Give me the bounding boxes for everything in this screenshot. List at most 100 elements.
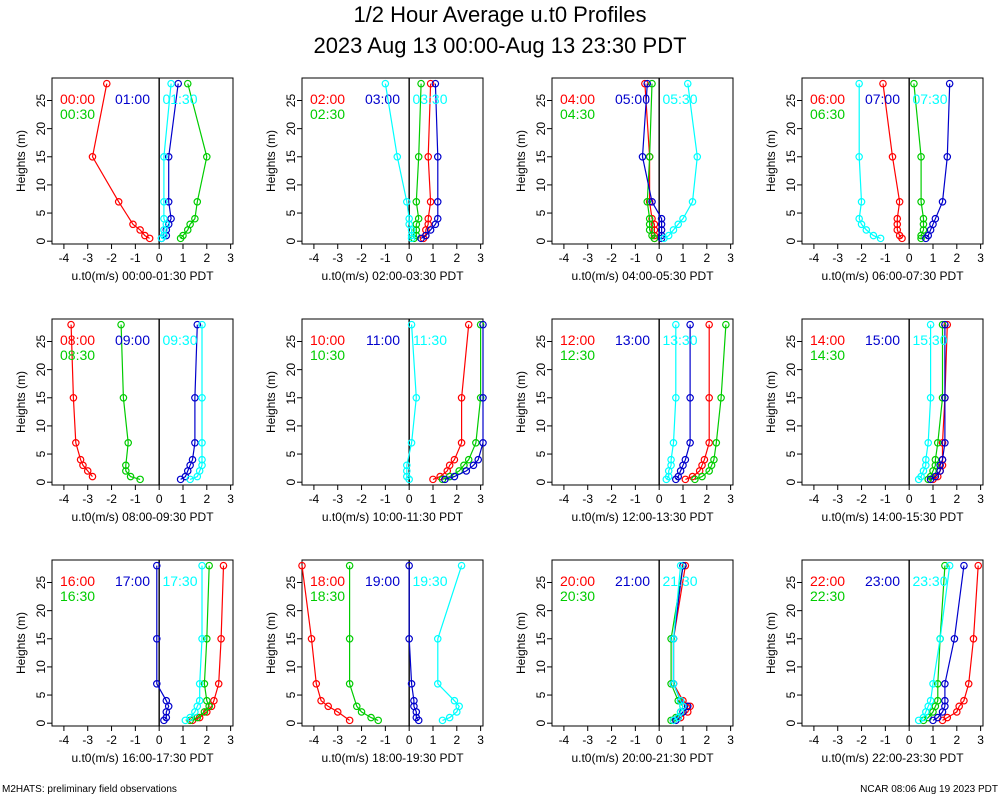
- y-axis-label: Heights (m): [264, 371, 278, 433]
- x-tick-label: 0: [156, 733, 163, 747]
- x-axis-label: u.t0(m/s) 14:00-15:30 PDT: [821, 510, 964, 524]
- data-point: [200, 679, 209, 688]
- y-axis-label: Heights (m): [764, 130, 778, 192]
- x-tick-label: -1: [630, 492, 641, 506]
- legend-entry: 10:30: [310, 347, 345, 363]
- data-point: [402, 472, 411, 481]
- x-tick-label: 3: [977, 251, 984, 265]
- data-point: [645, 152, 654, 161]
- y-tick-label: 20: [784, 122, 798, 136]
- data-point: [941, 438, 949, 447]
- legend-entry: 10:00: [310, 332, 345, 348]
- data-point: [160, 214, 168, 223]
- data-point: [919, 226, 928, 234]
- series-line-1830: [349, 565, 379, 721]
- y-tick-label: 15: [34, 632, 48, 646]
- data-point: [705, 320, 713, 329]
- data-point: [672, 320, 680, 329]
- data-point: [474, 455, 483, 464]
- data-point: [926, 696, 935, 705]
- x-tick-label: 3: [477, 251, 484, 265]
- data-point: [136, 226, 144, 234]
- data-point: [667, 679, 675, 688]
- x-tick-label: -3: [82, 251, 93, 265]
- x-axis-label: u.t0(m/s) 02:00-03:30 PDT: [321, 269, 464, 283]
- data-point: [969, 634, 978, 643]
- x-axis-label: u.t0(m/s) 20:00-21:30 PDT: [571, 751, 714, 765]
- x-tick-label: 0: [406, 733, 413, 747]
- data-point: [679, 696, 687, 705]
- data-point: [188, 455, 197, 464]
- x-tick-label: -3: [82, 492, 93, 506]
- x-tick-label: -4: [309, 733, 320, 747]
- data-point: [669, 679, 678, 688]
- legend-entry: 15:00: [865, 332, 900, 348]
- y-tick-label: 20: [534, 363, 548, 377]
- chart-title: 1/2 Hour Average u.t0 Profiles: [353, 2, 646, 27]
- data-point: [160, 152, 168, 161]
- data-point: [129, 220, 137, 229]
- legend-entry: 03:30: [412, 91, 447, 107]
- x-tick-label: 1: [930, 733, 937, 747]
- data-point: [191, 214, 199, 223]
- x-tick-label: 2: [953, 251, 960, 265]
- data-point: [457, 393, 466, 402]
- data-point: [191, 438, 199, 447]
- data-point: [676, 561, 685, 570]
- data-point: [407, 234, 416, 243]
- y-tick-label: 15: [284, 391, 298, 405]
- x-tick-label: -2: [356, 492, 367, 506]
- data-point: [402, 461, 411, 470]
- x-tick-label: -2: [106, 492, 117, 506]
- x-axis-label: u.t0(m/s) 06:00-07:30 PDT: [821, 269, 964, 283]
- x-tick-label: -2: [356, 733, 367, 747]
- data-point: [705, 393, 713, 402]
- x-axis-label: u.t0(m/s) 22:00-23:30 PDT: [821, 751, 964, 765]
- y-tick-label: 10: [284, 660, 298, 674]
- legend-entry: 02:00: [310, 91, 345, 107]
- data-point: [195, 679, 204, 688]
- x-tick-label: 2: [453, 251, 460, 265]
- data-point: [645, 214, 654, 223]
- data-point: [855, 152, 863, 161]
- y-tick-label: 0: [784, 238, 798, 245]
- data-point: [407, 438, 416, 447]
- legend-entry: 05:00: [615, 91, 650, 107]
- data-point: [417, 79, 425, 88]
- data-point: [76, 455, 85, 464]
- data-point: [424, 152, 433, 161]
- data-point: [345, 716, 354, 725]
- plot-frame: [551, 559, 734, 727]
- data-point: [324, 702, 332, 711]
- data-point: [938, 197, 947, 206]
- data-point: [681, 455, 690, 464]
- legend-entry: 13:00: [615, 332, 650, 348]
- data-point: [895, 197, 904, 206]
- panel-4: -4 -3 -2 -1 0 1 2 3 0 5 10 15 20 25 u.t0(m/s) 06:00-07…: [764, 77, 984, 283]
- data-point: [198, 438, 206, 447]
- y-tick-label: 0: [284, 479, 298, 486]
- y-tick-label: 10: [784, 660, 798, 674]
- x-tick-label: -1: [130, 492, 141, 506]
- y-tick-label: 5: [284, 450, 298, 457]
- data-point: [433, 679, 442, 688]
- data-point: [917, 152, 925, 161]
- data-point: [922, 455, 930, 464]
- data-point: [888, 152, 897, 161]
- legend-entry: 16:30: [60, 588, 95, 604]
- y-tick-label: 25: [34, 335, 48, 349]
- data-point: [941, 561, 949, 570]
- data-point: [136, 475, 144, 484]
- data-point: [422, 231, 430, 240]
- data-point: [686, 320, 694, 329]
- data-point: [700, 455, 709, 464]
- data-point: [931, 214, 940, 223]
- data-point: [333, 708, 342, 716]
- y-tick-label: 20: [284, 122, 298, 136]
- data-point: [681, 475, 690, 484]
- legend-entry: 16:00: [60, 573, 95, 589]
- y-tick-label: 0: [784, 720, 798, 727]
- y-tick-label: 15: [784, 391, 798, 405]
- legend-entry: 11:00: [366, 332, 400, 348]
- y-tick-label: 0: [34, 238, 48, 245]
